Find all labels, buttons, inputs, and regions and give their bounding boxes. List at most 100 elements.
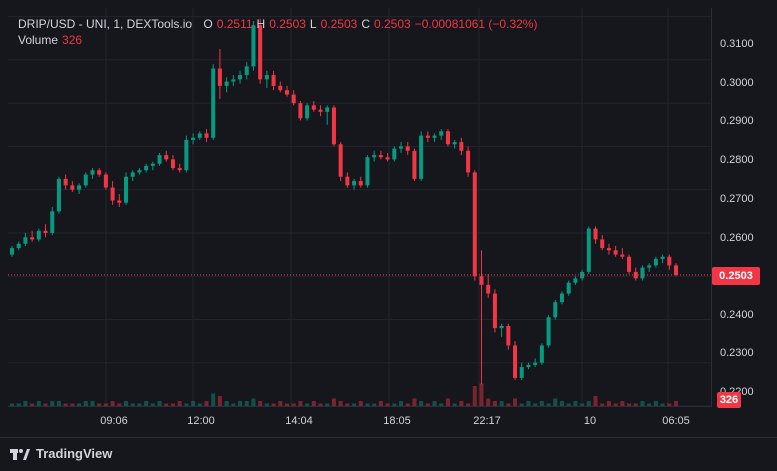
volume-bar <box>77 403 82 406</box>
volume-bar <box>331 398 336 406</box>
candle-body <box>660 256 665 259</box>
candle-body <box>63 178 68 186</box>
volume-bar <box>627 403 632 406</box>
close-label: C <box>361 17 370 31</box>
candle-body <box>170 159 175 169</box>
volume-bar <box>539 401 544 406</box>
price-axis[interactable]: 0.3100 0.3000 0.2900 0.2800 0.2700 0.260… <box>712 8 777 406</box>
candle-body <box>352 181 357 186</box>
volume-bar <box>264 403 269 406</box>
candle-body <box>405 146 410 151</box>
candle-body <box>16 243 21 249</box>
volume-bar <box>546 403 551 406</box>
volume-bar <box>137 403 142 406</box>
candle-body <box>197 133 202 138</box>
price-tick: 0.2700 <box>720 193 754 205</box>
candle-body <box>50 211 55 233</box>
volume-bar <box>305 403 310 406</box>
volume-bar <box>191 401 196 406</box>
volume-bar <box>425 403 430 406</box>
volume-bar <box>392 403 397 406</box>
candle-body <box>466 150 471 173</box>
candle-body <box>331 107 336 145</box>
volume-bar <box>9 403 15 406</box>
volume-bar <box>150 403 155 406</box>
candle-body <box>586 228 591 272</box>
volume-bar <box>231 403 236 406</box>
volume-bar <box>633 403 638 406</box>
volume-bar <box>325 403 330 406</box>
candle-body <box>103 174 108 188</box>
candle-body <box>345 176 350 186</box>
volume-bar <box>177 401 182 406</box>
volume-bar <box>97 403 102 406</box>
candle-body <box>606 248 611 251</box>
volume-bar <box>459 401 464 406</box>
candle-body <box>264 75 269 80</box>
tradingview-logo[interactable]: TradingView <box>10 446 112 461</box>
volume-bar <box>472 386 477 406</box>
candlestick-chart[interactable] <box>8 8 711 407</box>
volume-bar <box>117 403 122 406</box>
volume-bar <box>506 403 511 406</box>
candle-body <box>124 176 129 203</box>
last-volume-label: 326 <box>717 392 741 408</box>
symbol-title[interactable]: DRIP/USD - UNI, 1, DEXTools.io <box>18 17 193 31</box>
volume-bar <box>244 401 249 406</box>
volume-value: 326 <box>62 33 83 47</box>
volume-bar <box>486 398 491 406</box>
candle-body <box>593 228 598 240</box>
volume-bar <box>667 403 672 406</box>
volume-bar <box>660 403 665 406</box>
volume-bar <box>559 401 564 406</box>
chart-pane[interactable] <box>8 8 712 407</box>
candle-body <box>164 155 169 160</box>
candle-body <box>137 170 142 173</box>
candle-body <box>70 185 75 190</box>
volume-bar <box>352 403 357 406</box>
candle-body <box>640 267 645 279</box>
volume-bar <box>452 403 457 406</box>
candle-body <box>97 170 102 175</box>
candle-body <box>244 66 249 76</box>
volume-bar <box>439 403 444 406</box>
volume-bar <box>613 403 618 406</box>
price-tick: 0.3000 <box>720 77 754 89</box>
volume-bar <box>16 403 21 406</box>
candle-body <box>546 317 551 346</box>
volume-bar <box>412 398 417 406</box>
volume-bar <box>318 403 323 406</box>
brand-name: TradingView <box>36 446 113 461</box>
time-tick: 06:05 <box>662 415 690 427</box>
price-tick: 0.2600 <box>720 232 754 244</box>
volume-bar <box>580 403 585 406</box>
volume-bar <box>338 401 343 406</box>
candle-body <box>613 250 618 255</box>
volume-bar <box>211 393 216 406</box>
volume-bar <box>103 403 108 406</box>
candle-body <box>36 230 41 240</box>
time-tick: 18:05 <box>383 415 411 427</box>
volume-bar <box>378 401 383 406</box>
volume-bar <box>164 403 169 406</box>
volume-bar <box>311 401 316 406</box>
volume-bar <box>647 403 652 406</box>
candle-body <box>110 187 115 201</box>
candle-body <box>499 325 504 329</box>
candle-body <box>77 185 82 190</box>
volume-bar <box>606 401 611 406</box>
candle-body <box>204 133 209 138</box>
volume-bar <box>566 403 571 406</box>
volume-bar <box>204 401 209 406</box>
time-axis[interactable]: 09:06 12:00 14:04 18:05 22:17 10 06:05 <box>8 407 711 435</box>
volume-bar <box>640 401 645 406</box>
volume-bar <box>620 401 625 406</box>
volume-bar <box>217 396 222 406</box>
candle-body <box>365 157 370 186</box>
time-tick: 22:17 <box>473 415 501 427</box>
candle-body <box>284 90 290 95</box>
volume-bar <box>499 401 504 406</box>
candle-body <box>224 81 229 86</box>
candle-body <box>398 146 404 149</box>
